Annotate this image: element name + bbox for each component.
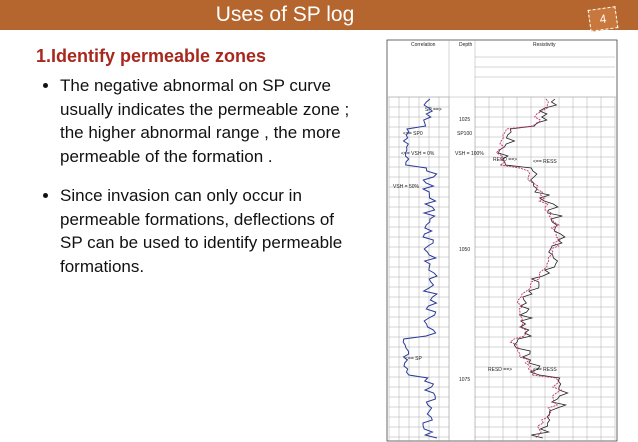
curve-label: <== RESS xyxy=(533,159,557,165)
depth-label: 1050 xyxy=(459,247,470,253)
depth-label: 1025 xyxy=(459,117,470,123)
well-log: Correlation Depth Resistivity SP ==> <==… xyxy=(386,39,618,442)
track-header: Depth xyxy=(459,42,473,48)
curve-label: <== VSH = 0% xyxy=(401,151,435,157)
track-header: Resistivity xyxy=(533,42,556,48)
curve-label: SP ==> xyxy=(425,107,442,113)
curve-label: VSH = 50% xyxy=(393,184,420,190)
curve-label: RESD ==> xyxy=(488,367,512,373)
log-curve xyxy=(495,98,563,439)
curve-label: <== SP xyxy=(405,356,422,362)
bullet-list: The negative abnormal on SP curve usuall… xyxy=(40,74,360,294)
curve-label: <== RESS xyxy=(533,367,557,373)
heading: 1.Identify permeable zones xyxy=(36,46,267,66)
depth-label: 1075 xyxy=(459,377,470,383)
header-bar: Uses of SP log 4 xyxy=(0,0,638,32)
track-header: Correlation xyxy=(411,42,436,48)
log-curve xyxy=(402,98,439,439)
page-number: 4 xyxy=(587,6,619,32)
bullet: The negative abnormal on SP curve usuall… xyxy=(60,74,360,168)
curve-label: SP100 xyxy=(457,131,472,137)
slide-title: Uses of SP log xyxy=(215,3,355,26)
curve-label: VSH = 100% xyxy=(455,151,484,157)
curve-label: <== SP0 xyxy=(403,131,423,137)
curve-label: RESD ==> xyxy=(493,157,517,163)
bullet: Since invasion can only occur in permeab… xyxy=(60,184,360,278)
